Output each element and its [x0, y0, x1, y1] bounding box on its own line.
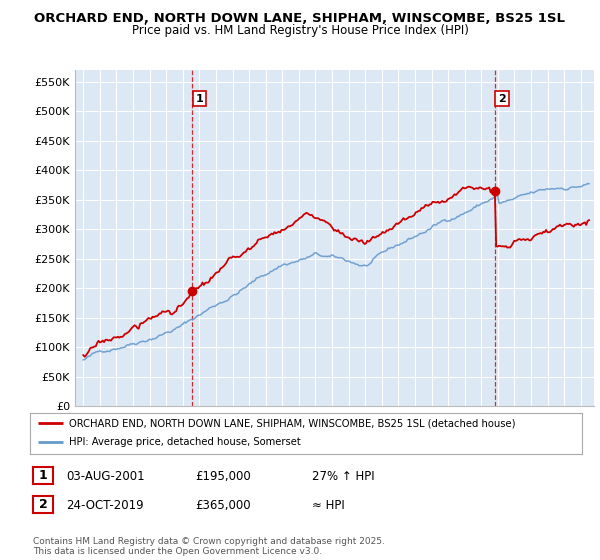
Text: 1: 1 — [38, 469, 47, 482]
Text: This data is licensed under the Open Government Licence v3.0.: This data is licensed under the Open Gov… — [33, 548, 322, 557]
Text: ORCHARD END, NORTH DOWN LANE, SHIPHAM, WINSCOMBE, BS25 1SL: ORCHARD END, NORTH DOWN LANE, SHIPHAM, W… — [35, 12, 566, 25]
Text: 03-AUG-2001: 03-AUG-2001 — [66, 470, 145, 483]
Text: Price paid vs. HM Land Registry's House Price Index (HPI): Price paid vs. HM Land Registry's House … — [131, 24, 469, 37]
Text: 24-OCT-2019: 24-OCT-2019 — [66, 499, 143, 512]
Text: £365,000: £365,000 — [195, 499, 251, 512]
Text: Contains HM Land Registry data © Crown copyright and database right 2025.: Contains HM Land Registry data © Crown c… — [33, 538, 385, 547]
Text: 1: 1 — [196, 94, 203, 104]
Text: 2: 2 — [498, 94, 506, 104]
Text: 2: 2 — [38, 498, 47, 511]
Text: HPI: Average price, detached house, Somerset: HPI: Average price, detached house, Some… — [68, 437, 301, 447]
Text: ORCHARD END, NORTH DOWN LANE, SHIPHAM, WINSCOMBE, BS25 1SL (detached house): ORCHARD END, NORTH DOWN LANE, SHIPHAM, W… — [68, 418, 515, 428]
Text: 27% ↑ HPI: 27% ↑ HPI — [312, 470, 374, 483]
Text: ≈ HPI: ≈ HPI — [312, 499, 345, 512]
Text: £195,000: £195,000 — [195, 470, 251, 483]
